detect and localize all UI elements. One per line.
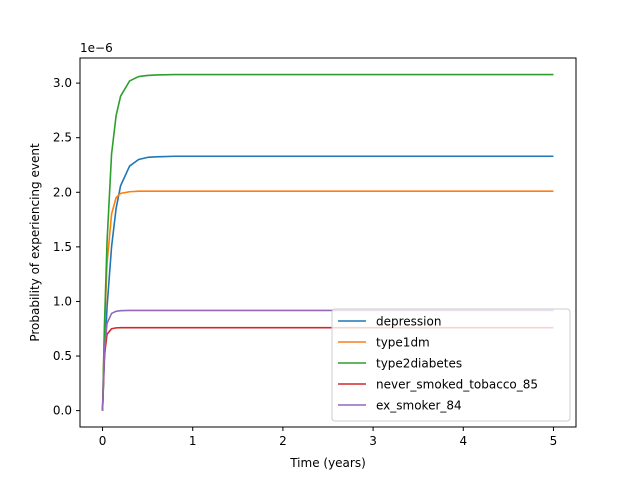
series-layer [101,73,554,411]
legend-label: ex_smoker_84 [376,399,462,413]
x-tick-label: 3 [369,434,377,448]
y-offset-label: 1e−6 [80,41,113,55]
y-axis: 0.0 0.5 1.0 1.5 2.0 2.5 3.0 [53,76,80,418]
y-tick-label: 0.0 [53,404,72,418]
y-tick-label: 3.0 [53,76,72,90]
series-line-2 [101,190,554,411]
legend-label: depression [376,315,441,329]
x-tick-label: 2 [279,434,287,448]
legend-label: type1dm [376,336,430,350]
legend: depression type1dm type2diabetes never_smok… [331,308,571,422]
y-tick-label: 1.5 [53,240,72,254]
x-axis: 0 1 2 3 4 5 [99,427,558,448]
x-axis-label: Time (years) [289,456,366,470]
series-line-3 [101,73,554,411]
series-line-4 [101,326,554,411]
x-tick-label: 0 [99,434,107,448]
y-tick-label: 2.0 [53,185,72,199]
plot-area-frame [79,57,577,428]
legend-label: type2diabetes [376,357,462,371]
y-tick-label: 2.5 [53,131,72,145]
x-tick-label: 4 [459,434,467,448]
y-axis-label: Probability of experiencing event [28,143,42,342]
series-line-1 [101,155,554,411]
x-tick-label: 5 [550,434,558,448]
series-line-5 [101,309,554,411]
legend-box [331,308,571,422]
y-tick-label: 1.0 [53,294,72,308]
legend-label: never_smoked_tobacco_85 [376,378,538,392]
x-tick-label: 1 [189,434,197,448]
y-tick-label: 0.5 [53,349,72,363]
